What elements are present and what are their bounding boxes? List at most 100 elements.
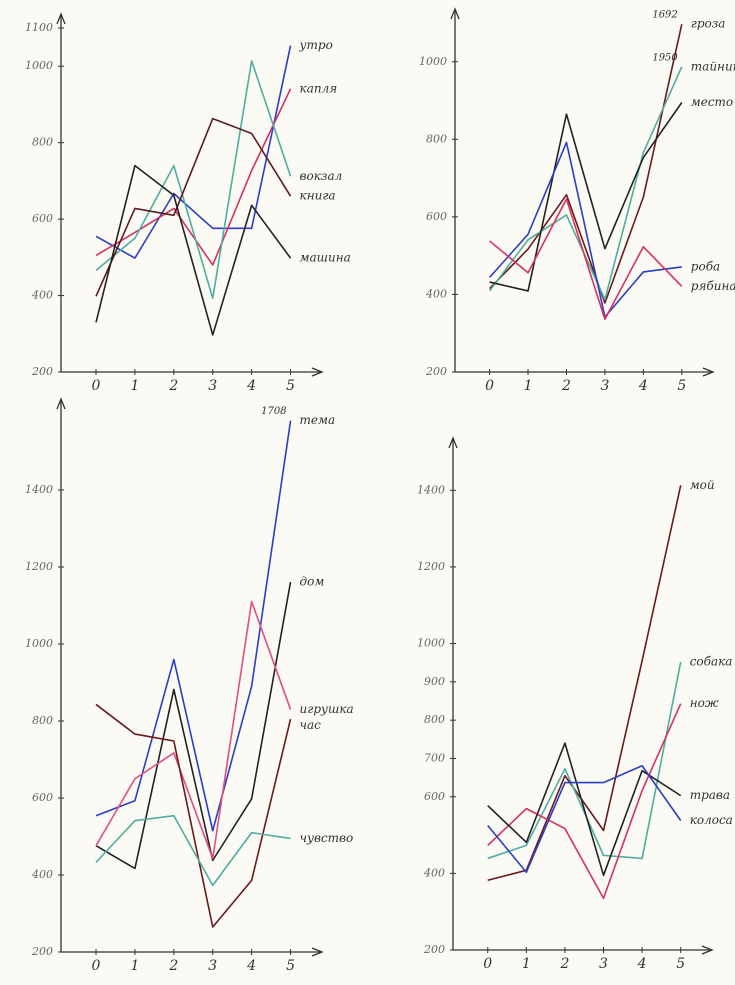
series-label: книга xyxy=(300,189,336,203)
y-tick-label: 1400 xyxy=(25,483,53,496)
y-tick-label: 1000 xyxy=(417,637,445,650)
y-tick-label: 600 xyxy=(424,790,445,803)
series-line xyxy=(95,88,292,266)
x-tick-label: 3 xyxy=(208,378,217,394)
series-label: гроза xyxy=(691,17,726,31)
series-note: 1708 xyxy=(261,406,286,417)
series-label: вокзал xyxy=(300,169,343,183)
y-tick-label: 600 xyxy=(426,210,447,223)
x-tick-label: 5 xyxy=(676,956,685,972)
series-line xyxy=(489,23,683,304)
x-tick-label: 5 xyxy=(677,378,686,394)
y-tick-label: 1400 xyxy=(417,483,445,496)
x-tick-label: 2 xyxy=(168,958,178,974)
y-tick-label: 700 xyxy=(424,751,445,764)
series-line xyxy=(489,198,683,321)
y-tick-label: 1200 xyxy=(417,560,445,573)
x-axis-arrow xyxy=(311,367,324,377)
series-line xyxy=(95,814,291,887)
series-label: дом xyxy=(300,575,325,589)
series-label: машина xyxy=(300,251,351,265)
y-tick-label: 400 xyxy=(425,287,447,300)
series-line xyxy=(95,703,292,928)
x-axis-arrow xyxy=(311,947,324,957)
series-label: тема xyxy=(300,413,336,427)
series-line xyxy=(95,581,292,870)
series-label: мой xyxy=(690,478,715,492)
y-tick-label: 200 xyxy=(31,365,53,378)
series-note: 1950 xyxy=(652,52,678,63)
x-tick-label: 4 xyxy=(638,378,648,394)
series-line xyxy=(488,141,682,318)
y-axis-arrow xyxy=(450,7,460,20)
y-tick-label: 1000 xyxy=(419,55,447,68)
series-label: тайник xyxy=(691,59,735,73)
x-tick-label: 4 xyxy=(246,378,256,394)
x-tick-label: 0 xyxy=(92,378,101,394)
series-line xyxy=(487,764,682,874)
y-tick-label: 800 xyxy=(32,714,53,727)
series-label: роба xyxy=(691,259,720,273)
y-tick-label: 1100 xyxy=(25,21,53,34)
x-tick-label: 1 xyxy=(522,956,531,972)
y-tick-label: 800 xyxy=(426,132,447,145)
x-tick-label: 2 xyxy=(561,378,571,394)
x-tick-label: 5 xyxy=(286,378,295,394)
y-tick-label: 200 xyxy=(425,365,447,378)
y-tick-label: 400 xyxy=(31,289,53,302)
series-label: утро xyxy=(299,38,333,52)
y-tick-label: 800 xyxy=(32,136,53,149)
series-line xyxy=(95,600,292,860)
series-label: собака xyxy=(690,654,733,668)
series-line xyxy=(95,60,292,300)
x-tick-label: 0 xyxy=(92,958,101,974)
y-tick-label: 600 xyxy=(32,791,53,804)
x-tick-label: 1 xyxy=(524,378,533,394)
y-tick-label: 200 xyxy=(423,943,445,956)
y-axis-arrow xyxy=(56,397,66,410)
series-label: колоса xyxy=(690,813,733,827)
y-tick-label: 900 xyxy=(424,675,445,688)
x-axis-arrow xyxy=(701,945,714,955)
y-tick-label: 200 xyxy=(31,945,53,958)
y-axis-arrow xyxy=(56,12,66,25)
x-tick-label: 3 xyxy=(600,378,609,394)
x-axis-arrow xyxy=(702,367,715,377)
series-line xyxy=(487,485,682,882)
series-line xyxy=(95,420,292,832)
series-line xyxy=(487,703,682,900)
x-tick-label: 2 xyxy=(559,956,569,972)
series-line xyxy=(95,164,292,336)
series-label: место xyxy=(691,95,733,109)
series-line xyxy=(95,45,292,259)
series-label: трава xyxy=(690,788,730,802)
series-line xyxy=(489,102,683,292)
x-tick-label: 1 xyxy=(130,378,139,394)
series-label: чувство xyxy=(300,831,354,845)
series-label: час xyxy=(300,718,322,732)
y-tick-label: 800 xyxy=(424,713,445,726)
x-tick-label: 0 xyxy=(485,378,494,394)
x-tick-label: 5 xyxy=(286,958,295,974)
series-note: 1692 xyxy=(652,10,677,21)
y-axis-arrow xyxy=(448,436,458,449)
y-tick-label: 1000 xyxy=(25,637,53,650)
y-tick-label: 400 xyxy=(31,868,53,881)
x-tick-label: 4 xyxy=(637,956,647,972)
series-label: нож xyxy=(690,696,719,710)
y-tick-label: 400 xyxy=(423,866,445,879)
series-label: рябина xyxy=(691,279,735,293)
x-tick-label: 1 xyxy=(130,958,139,974)
y-tick-label: 1200 xyxy=(25,560,53,573)
x-tick-label: 3 xyxy=(208,958,217,974)
y-tick-label: 600 xyxy=(32,212,53,225)
x-tick-label: 4 xyxy=(246,958,256,974)
series-label: капля xyxy=(300,81,338,95)
series-line xyxy=(95,117,292,297)
series-line xyxy=(487,661,682,860)
series-label: игрушка xyxy=(300,702,354,716)
x-tick-label: 3 xyxy=(599,956,608,972)
x-tick-label: 0 xyxy=(483,956,492,972)
y-tick-label: 1000 xyxy=(25,59,53,72)
